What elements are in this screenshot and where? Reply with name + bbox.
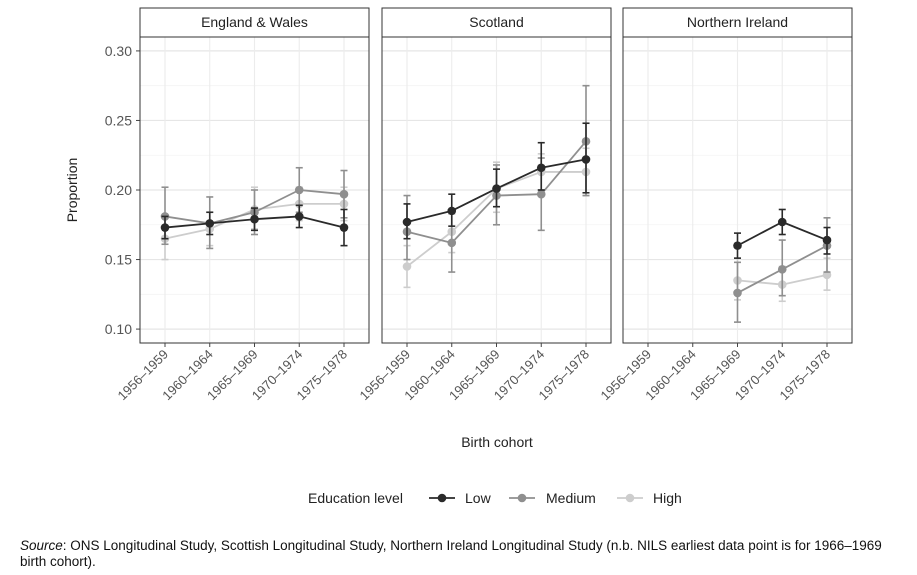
legend-key-point <box>437 493 447 503</box>
series-line-segment <box>496 193 542 197</box>
data-point <box>339 189 349 199</box>
series-line-segment <box>782 273 828 286</box>
data-point <box>447 206 457 216</box>
source-text: : ONS Longitudinal Study, Scottish Longi… <box>20 538 882 569</box>
data-point <box>294 185 304 195</box>
data-point <box>250 214 259 224</box>
series-line-segment <box>496 166 542 190</box>
series-line-segment <box>451 187 498 233</box>
y-tick-label: 0.15 <box>105 252 132 268</box>
data-point <box>733 241 742 250</box>
facet-title: Scotland <box>469 14 523 30</box>
series-line-segment <box>781 244 828 271</box>
facet-title: England & Wales <box>201 14 308 30</box>
data-point <box>339 223 349 232</box>
legend-label: Medium <box>546 490 596 506</box>
series-line-segment <box>164 228 210 240</box>
data-point <box>160 223 170 232</box>
series-line-segment <box>254 189 300 214</box>
facet-strip <box>381 7 612 38</box>
series-line-segment <box>541 158 587 169</box>
legend-label: High <box>653 490 682 506</box>
data-point <box>447 238 457 248</box>
series-line-segment <box>737 221 783 247</box>
y-axis-title: Proportion <box>64 158 80 223</box>
series-line-segment <box>781 221 828 241</box>
series-line-segment <box>299 189 345 196</box>
series-line-segment <box>451 187 497 212</box>
legend-key-point <box>625 493 635 503</box>
series-low <box>160 204 349 247</box>
data-point <box>536 189 546 199</box>
series-line-segment <box>406 230 452 244</box>
series-line-segment <box>451 194 498 244</box>
data-point <box>733 288 742 298</box>
legend-item-low: Low <box>429 490 492 506</box>
y-tick-label: 0.30 <box>105 43 132 59</box>
series-line-segment <box>254 215 300 221</box>
legend-item-medium: Medium <box>509 490 596 506</box>
data-point <box>536 163 546 173</box>
source-label: Source <box>20 538 63 553</box>
y-tick-label: 0.25 <box>105 112 132 128</box>
legend-key-point <box>517 493 527 503</box>
series-line-segment <box>299 215 345 229</box>
data-point <box>294 212 304 221</box>
facet-title: Northern Ireland <box>687 14 788 30</box>
series-medium <box>402 84 591 273</box>
series-line-segment <box>737 279 783 286</box>
series-line-segment <box>209 218 255 225</box>
y-tick-label: 0.10 <box>105 321 132 337</box>
legend: Education level Low Medium High <box>308 490 682 506</box>
series-line-segment <box>209 208 255 230</box>
data-point <box>402 262 412 271</box>
panel-england-wales: England & Wales1956–19591960–19641965–19… <box>114 7 370 403</box>
x-axis-title: Birth cohort <box>461 434 533 450</box>
data-point <box>777 264 787 274</box>
legend-item-high: High <box>617 490 682 506</box>
panel-scotland: Scotland1956–19591960–19641965–19691970–… <box>356 7 612 403</box>
series-line-segment <box>209 211 255 225</box>
panel-northern-ireland: Northern Ireland1956–19591960–19641965–1… <box>597 7 853 403</box>
y-tick-label: 0.20 <box>105 182 132 198</box>
series-medium <box>160 166 349 250</box>
facet-strip <box>622 7 853 38</box>
source-note: Source: ONS Longitudinal Study, Scottish… <box>20 538 910 570</box>
data-point <box>402 217 412 227</box>
series-line-segment <box>406 231 453 268</box>
series-low <box>733 208 832 259</box>
data-point <box>822 235 832 245</box>
series-line-segment <box>737 268 783 294</box>
series-line-segment <box>406 209 452 223</box>
series-low <box>402 122 591 240</box>
series-line-segment <box>164 215 210 225</box>
data-point <box>777 217 787 227</box>
series-line-segment <box>164 222 210 229</box>
data-point <box>581 155 591 164</box>
legend-title: Education level <box>308 490 403 506</box>
series-line-segment <box>540 140 587 195</box>
data-point <box>205 219 215 228</box>
data-point <box>492 184 501 193</box>
legend-label: Low <box>465 490 492 506</box>
